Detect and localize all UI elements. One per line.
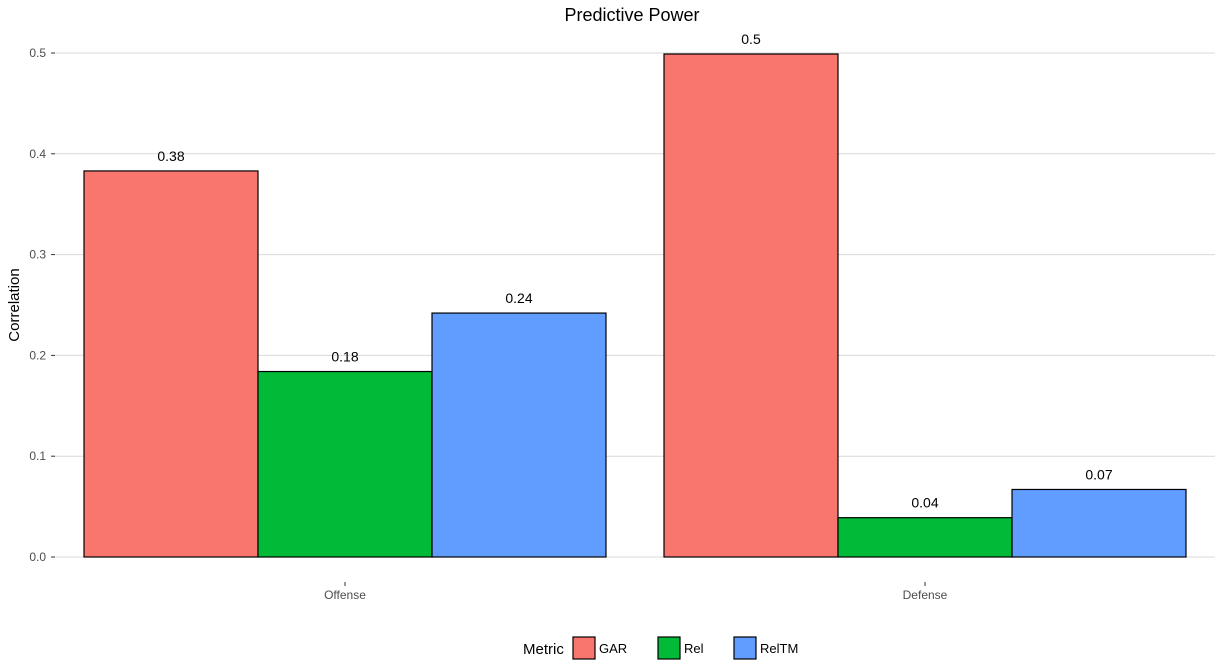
x-tick-label: Offense (324, 588, 366, 602)
y-tick-label: 0.2 (29, 348, 46, 362)
legend-label-gar: GAR (599, 641, 627, 656)
legend-label-rel: Rel (684, 641, 704, 656)
legend-label-reltm: RelTM (760, 641, 798, 656)
x-tick-label: Defense (903, 588, 948, 602)
legend: Metric GAR Rel RelTM (523, 636, 798, 660)
data-label: 0.5 (741, 31, 761, 47)
y-axis-ticks: 0.0 0.1 0.2 0.3 0.4 0.5 (29, 46, 55, 564)
x-axis-ticks: Offense Defense (324, 582, 948, 602)
data-label: 0.24 (505, 290, 532, 306)
bar-gar-offense (83, 170, 259, 558)
bars (83, 53, 1187, 558)
bar-reltm-offense (431, 312, 607, 558)
y-tick-label: 0.3 (29, 248, 46, 262)
data-label: 0.18 (331, 349, 358, 365)
y-tick-label: 0.0 (29, 550, 46, 564)
y-tick-label: 0.5 (29, 46, 46, 60)
chart-title: Predictive Power (564, 5, 699, 25)
data-label: 0.04 (911, 495, 938, 511)
legend-key-gar (572, 636, 596, 660)
legend-items: GAR Rel RelTM (572, 636, 798, 660)
legend-title: Metric (523, 641, 564, 658)
bar-reltm-defense (1011, 488, 1187, 558)
y-tick-label: 0.1 (29, 449, 46, 463)
bar-gar-defense (663, 53, 839, 558)
legend-key-rel (657, 636, 681, 660)
y-tick-label: 0.4 (29, 147, 46, 161)
bar-rel-offense (257, 370, 433, 558)
data-labels: 0.38 0.18 0.24 0.5 0.04 0.07 (157, 31, 1112, 511)
data-label: 0.07 (1085, 466, 1112, 482)
data-label: 0.38 (157, 148, 184, 164)
y-axis-label: Correlation (6, 268, 23, 341)
bar-rel-defense (837, 517, 1013, 558)
legend-key-reltm (733, 636, 757, 660)
